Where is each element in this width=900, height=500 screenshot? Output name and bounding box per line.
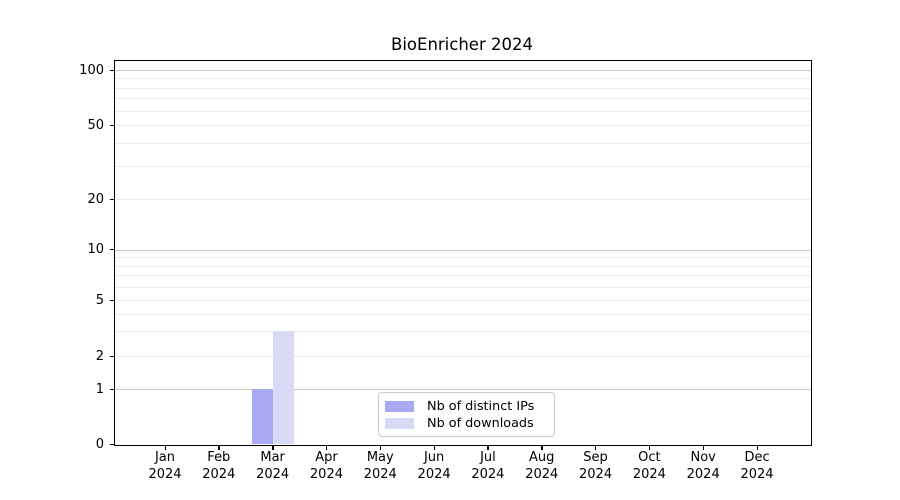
xtick-label-apr: Apr 2024	[309, 450, 343, 482]
legend-label-1: Nb of downloads	[427, 415, 534, 431]
xtick-label-dec: Dec 2024	[740, 450, 774, 482]
ytick-label-10: 10	[87, 242, 104, 257]
xtick-mark-feb	[218, 446, 220, 450]
legend-row-1: Nb of downloads	[385, 415, 546, 431]
gridline-minor-2	[115, 356, 811, 357]
xtick-label-jul: Jul 2024	[471, 450, 505, 482]
gridline-minor-6	[115, 286, 811, 288]
legend: Nb of distinct IPs Nb of downloads	[378, 392, 555, 437]
xtick-label-nov: Nov 2024	[686, 450, 720, 482]
ytick-label-1: 1	[95, 381, 104, 397]
gridline-minor-60	[115, 110, 811, 112]
ytick-mark-5	[110, 299, 114, 301]
gridline-minor-4	[115, 313, 811, 315]
xtick-mark-mar	[272, 446, 274, 450]
xtick-mark-apr	[325, 446, 328, 450]
ytick-mark-20	[110, 198, 114, 200]
xtick-label-may: May 2024	[363, 450, 397, 482]
ytick-mark-10	[110, 249, 114, 251]
legend-swatch-0	[385, 400, 414, 412]
gridline-minor-3	[115, 331, 811, 333]
ytick-label-5: 5	[95, 292, 104, 308]
xtick-mark-oct	[648, 446, 651, 450]
gridline-minor-70	[115, 98, 811, 100]
xtick-label-aug: Aug 2024	[525, 450, 559, 482]
ytick-label-2: 2	[95, 348, 104, 364]
gridline-minor-7	[115, 275, 811, 277]
legend-swatch-1	[385, 417, 414, 429]
ytick-mark-100	[110, 69, 114, 71]
xtick-label-jan: Jan 2024	[148, 450, 182, 482]
gridline-minor-5	[115, 300, 811, 301]
bar-mar-series0	[251, 389, 273, 444]
xtick-label-sep: Sep 2024	[579, 450, 613, 482]
xtick-mark-may	[379, 446, 382, 450]
xtick-label-feb: Feb 2024	[202, 450, 236, 482]
ytick-label-100: 100	[79, 62, 104, 78]
ytick-label-50: 50	[87, 117, 104, 133]
gridline-major-1	[115, 389, 811, 390]
gridline-minor-8	[115, 265, 811, 267]
gridline-minor-40	[115, 143, 811, 145]
xtick-label-mar: Mar 2024	[256, 450, 290, 482]
ytick-label-20: 20	[87, 191, 104, 207]
gridline-minor-90	[115, 78, 811, 80]
ytick-label-0: 0	[95, 436, 104, 452]
gridline-minor-30	[115, 166, 811, 168]
gridline-minor-20	[115, 199, 811, 200]
ytick-mark-1	[110, 388, 114, 390]
xtick-mark-aug	[541, 446, 543, 450]
xtick-mark-sep	[595, 446, 597, 450]
plot-area: Nb of distinct IPs Nb of downloads	[114, 60, 812, 446]
bar-mar-series1	[272, 331, 294, 444]
xtick-mark-dec	[756, 446, 758, 450]
chart-title: BioEnricher 2024	[391, 35, 533, 54]
xtick-mark-nov	[702, 446, 705, 450]
ytick-mark-0	[110, 443, 114, 445]
gridline-minor-50	[115, 125, 811, 126]
ytick-mark-50	[110, 124, 114, 126]
gridline-minor-9	[115, 257, 811, 259]
legend-label-0: Nb of distinct IPs	[427, 398, 535, 414]
xtick-label-oct: Oct 2024	[632, 450, 666, 482]
xtick-mark-jul	[487, 446, 489, 450]
gridline-major-10	[115, 249, 811, 251]
legend-row-0: Nb of distinct IPs	[385, 398, 546, 414]
xtick-label-jun: Jun 2024	[417, 450, 451, 482]
xtick-mark-jan	[164, 446, 166, 450]
gridline-minor-80	[115, 87, 811, 89]
gridline-major-100	[115, 70, 811, 71]
xtick-mark-jun	[433, 446, 435, 450]
ytick-mark-2	[110, 355, 114, 357]
